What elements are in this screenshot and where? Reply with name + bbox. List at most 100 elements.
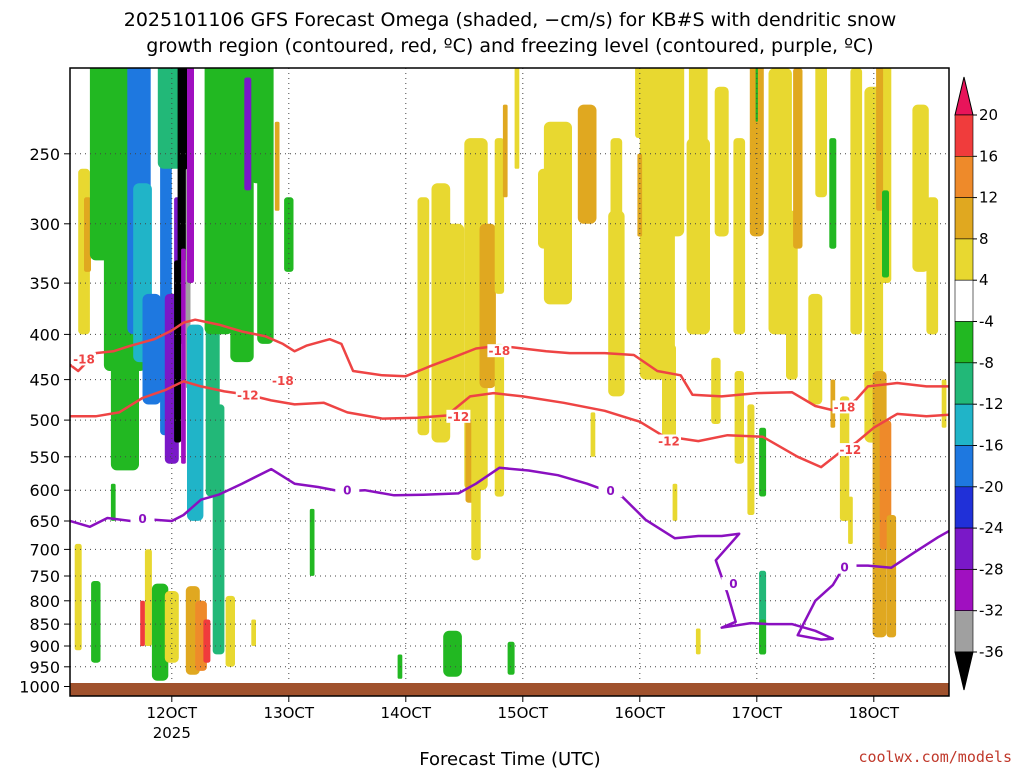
omega-shaded-cell-20	[204, 68, 233, 335]
time-axis: 12OCT 13OCT 14OCT 15OCT 16OCT 17OCT 18OCT	[147, 696, 900, 722]
omega-shading	[74, 68, 947, 681]
terrain-ground	[70, 683, 949, 696]
omega-shaded-cell-51	[443, 630, 462, 677]
colorbar-label-5: -4	[979, 313, 994, 331]
omega-shaded-cell-50	[397, 654, 403, 679]
colorbar-label-2: 12	[979, 189, 998, 207]
contour-zero-label-bg-4	[832, 560, 857, 574]
omega-shaded-cell-24	[244, 77, 252, 191]
omega-shaded-cell-54	[514, 68, 520, 169]
omega-shaded-cell-32	[151, 583, 169, 681]
omega-shaded-cell-52	[507, 641, 515, 675]
credit-text: coolwx.com/models	[858, 748, 1012, 766]
colorbar: 20 16 12 8 4 -4 -8 -12 -16 -20 -24 -28 -32 -36	[954, 76, 1004, 691]
contour-zero-label-bg-0	[130, 511, 155, 525]
omega-shaded-cell-87	[876, 68, 884, 211]
contour-minus12-label-bg-3	[838, 443, 863, 457]
contour-zero-label-3: 0	[729, 577, 737, 591]
contour-minus18-label-1: -18	[272, 374, 294, 388]
omega-shaded-cell-40	[309, 508, 315, 576]
colorbar-segment-12	[954, 569, 974, 612]
colorbar-label-7: -12	[979, 395, 1004, 413]
chart-title-line-2: growth region (contoured, red, ºC) and f…	[146, 35, 873, 57]
contour-zero-label-1: 0	[343, 484, 351, 498]
x-tick-label-14OCT: 14OCT	[381, 704, 432, 722]
y-tick-label-650: 650	[29, 512, 60, 531]
omega-shaded-cell-79	[808, 293, 823, 405]
omega-shaded-cell-92	[926, 197, 939, 335]
contour-minus18-label-bg-3	[832, 400, 857, 414]
colorbar-label-0: 20	[979, 106, 998, 124]
omega-shaded-cell-37	[212, 404, 225, 655]
contour-zero-label-0: 0	[138, 512, 146, 526]
contour-minus12-label-0: -12	[237, 388, 259, 402]
y-tick-label-500: 500	[29, 411, 60, 430]
omega-shaded-cell-27	[110, 483, 116, 521]
colorbar-label-8: -16	[979, 437, 1004, 455]
omega-shaded-cell-46	[494, 138, 505, 294]
colorbar-segment-6	[954, 321, 974, 364]
omega-shaded-cell-41	[417, 197, 430, 436]
omega-shaded-cell-65	[688, 68, 708, 184]
colorbar-segment-5	[954, 279, 974, 322]
omega-shaded-cell-70	[734, 371, 744, 464]
temperature-contours: -18 -18 -18 -18 -12 -12 -12 -12 0 0 0 0 0	[70, 318, 949, 641]
contour-minus12-label-bg-2	[657, 434, 681, 448]
omega-shaded-cell-1	[84, 197, 91, 272]
contour-minus12-label-2: -12	[658, 435, 680, 449]
y-tick-label-450: 450	[29, 371, 60, 390]
omega-shaded-cell-100	[759, 427, 767, 497]
colorbar-segment-9	[954, 445, 974, 488]
omega-shaded-cell-72	[695, 628, 701, 655]
contour-minus18-label-0: -18	[73, 352, 95, 366]
colorbar-segment-7	[954, 362, 974, 405]
omega-shaded-cell-49	[494, 343, 505, 497]
colorbar-segment-13	[954, 610, 974, 653]
contour-minus12-label-bg-0	[235, 388, 260, 402]
omega-shaded-cell-68	[662, 343, 676, 443]
colorbar-segment-11	[954, 527, 974, 570]
contour-minus18-line	[70, 318, 949, 413]
omega-shaded-cell-95	[752, 104, 762, 224]
omega-shaded-cell-18	[187, 324, 204, 521]
omega-shaded-cell-15	[181, 248, 186, 464]
x-tick-label-13OCT: 13OCT	[264, 704, 315, 722]
omega-shaded-cell-26	[284, 197, 294, 272]
x-tick-label-16OCT: 16OCT	[615, 704, 666, 722]
chart-title-line-1: 2025101106 GFS Forecast Omega (shaded, −…	[124, 9, 896, 31]
plot-frame	[69, 67, 950, 697]
omega-shaded-cell-78	[815, 68, 827, 198]
y-tick-label-600: 600	[29, 481, 60, 500]
y-tick-label-900: 900	[29, 637, 60, 656]
colorbar-segment-3	[954, 197, 974, 240]
contour-zero-label-bg-3	[721, 577, 746, 591]
colorbar-label-3: 8	[979, 230, 989, 248]
x-axis-label: Forecast Time (UTC)	[419, 749, 600, 768]
omega-shaded-cell-33	[164, 591, 179, 663]
contour-minus12-label-3: -12	[840, 443, 862, 457]
colorbar-segment-2	[954, 156, 974, 198]
contour-minus12-label-1: -12	[448, 410, 470, 424]
y-tick-label-700: 700	[29, 540, 60, 559]
contour-zero-label-bg-2	[598, 484, 623, 498]
omega-shaded-cell-62	[635, 68, 645, 138]
omega-shaded-cell-38	[225, 595, 235, 667]
colorbar-label-9: -20	[979, 478, 1004, 496]
omega-shaded-cell-69	[711, 357, 721, 424]
omega-shaded-cell-73	[747, 404, 755, 515]
contour-minus12-line	[70, 380, 949, 469]
colorbar-label-6: -8	[979, 354, 994, 372]
omega-shaded-cell-31	[140, 600, 145, 647]
colorbar-label-1: 16	[979, 147, 998, 165]
omega-shaded-cell-81	[839, 396, 850, 521]
omega-shaded-cell-97	[755, 68, 758, 122]
omega-shaded-cell-36	[203, 619, 211, 663]
colorbar-segment-4	[954, 238, 974, 281]
contour-zero-line	[70, 466, 949, 641]
y-tick-label-800: 800	[29, 592, 60, 611]
colorbar-label-11: -28	[979, 560, 1004, 578]
y-tick-label-1000: 1000	[19, 678, 60, 697]
contour-minus18-label-bg-2	[487, 344, 512, 358]
omega-shaded-cell-60	[608, 210, 625, 397]
